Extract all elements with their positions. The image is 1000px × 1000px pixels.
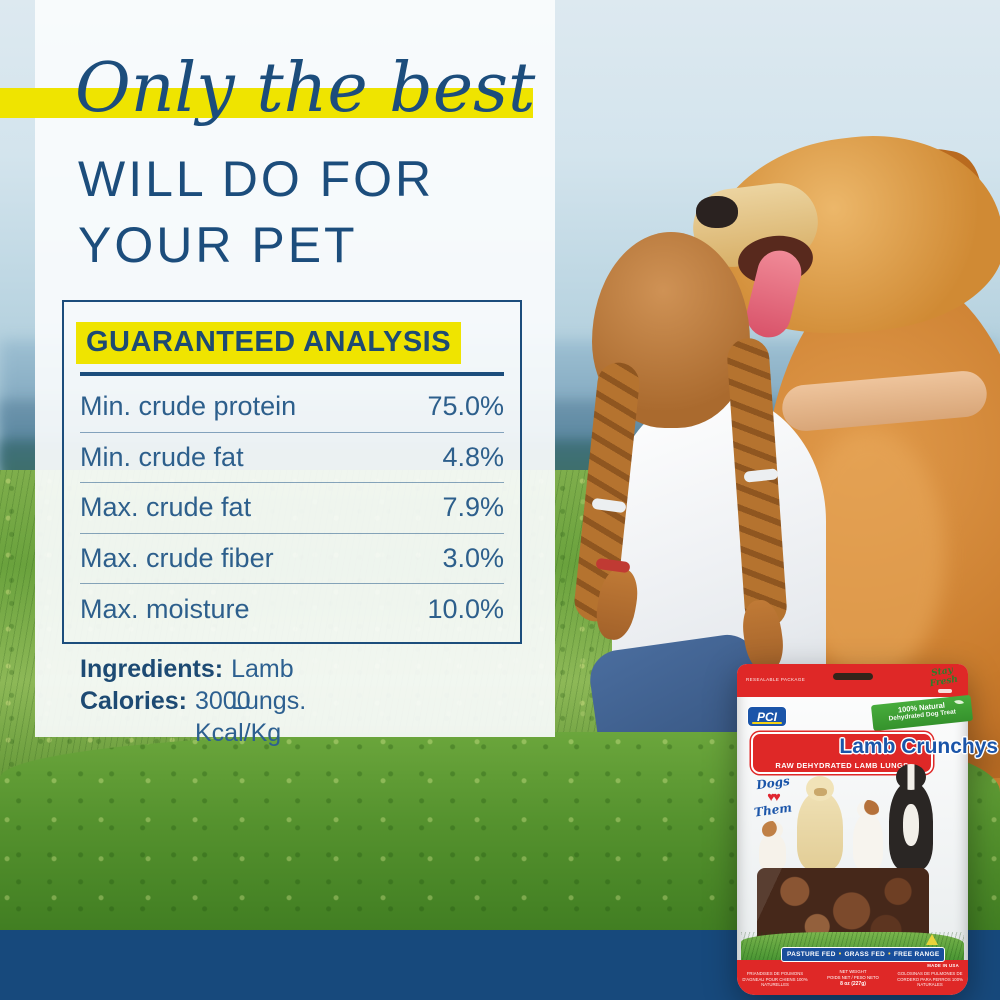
made-in-usa: MADE IN USA [927,963,959,968]
pasture-banner: PASTURE FED • GRASS FED • FREE RANGE [781,947,946,962]
net-weight: NET WEIGHT POIDS NET / PESO NETO 8 oz (2… [811,969,895,987]
net-weight-line: NET WEIGHT [839,969,867,974]
dog-head [896,764,926,790]
table-row: Min. crude protein 75.0% [80,382,504,433]
banner-item: PASTURE FED [787,951,836,958]
product-name-line: Lamb Crunchys ® [753,735,998,761]
dog-head [762,821,783,839]
dog-muzzle [814,788,827,796]
analysis-title-rule [80,372,504,376]
paw-separator-icon: • [838,951,842,958]
registered-mark: ® [839,743,845,750]
headline-script: Only the best [75,49,536,128]
bag-bottom-band: FRIANDISES DE POUMONS D'AGNEAU POUR CHIE… [737,960,968,995]
dog-head [857,800,879,819]
net-weight-value: 8 oz (227g) [840,980,866,987]
analysis-row-value: 7.9% [442,492,504,523]
banner-item: GRASS FED [844,951,886,958]
ingredients-block: Ingredients: Lamb Lungs. Calories: 3000 Kc… [80,653,306,747]
resealable-text: RESEALABLE PACKAGE [746,677,806,682]
dogs-love-them: Dogs ♥♥ Them [753,774,793,820]
analysis-row-value: 10.0% [427,593,504,624]
ingredients-label: Ingredients: [80,655,224,683]
headline-highlight-bar [0,88,533,118]
calories-line: Calories: 3000 Kcal/Kg [80,685,281,747]
table-row: Max. moisture 10.0% [80,584,504,634]
bag-dog-bernese [889,764,933,870]
analysis-row-value: 75.0% [427,391,504,422]
bag-dog-labrador [797,776,843,870]
banner-item: FREE RANGE [893,951,940,958]
table-row: Min. crude fat 4.8% [80,433,504,484]
analysis-row-label: Max. crude fat [80,492,252,523]
analysis-rows: Min. crude protein 75.0% Min. crude fat … [80,382,504,634]
guaranteed-analysis-table: GUARANTEED ANALYSIS Min. crude protein 7… [62,300,522,644]
net-weight-line: POIDS NET / PESO NETO [827,974,879,980]
bag-top-strip: RESEALABLE PACKAGE Stay Fresh [737,664,968,697]
paw-separator-icon: • [888,951,891,958]
headline-caps-line2: YOUR PET [78,217,358,273]
analysis-row-label: Min. crude fat [80,441,244,472]
product-name: Lamb Crunchys [839,735,999,758]
calories-value: 3000 Kcal/Kg [194,687,282,747]
fine-print-right: GOLOSINAS DE PULMONES DE CORDERO PARA PE… [897,971,963,988]
analysis-row-label: Max. crude fiber [80,543,274,574]
analysis-row-value: 3.0% [442,543,504,574]
analysis-title: GUARANTEED ANALYSIS [76,322,462,364]
product-subtitle: RAW DEHYDRATED LAMB LUNGS [775,761,909,770]
headline-caps: WILL DO FOR YOUR PET [78,146,434,278]
table-row: Max. crude fat 7.9% [80,483,504,534]
ingredients-line: Ingredients: Lamb Lungs. [80,653,306,715]
heart-icons: ♥♥ [767,789,780,804]
pci-logo-text: PCI [756,709,777,724]
analysis-row-value: 4.8% [442,441,504,472]
analysis-row-label: Min. crude protein [80,391,297,422]
dog-nose [696,196,738,228]
bag-dogs-photo [755,764,933,870]
ingredients-value: Lamb Lungs. [231,655,307,715]
stay-fresh-tag: Stay Fresh [925,664,962,690]
dog-chest [903,804,919,846]
calories-label: Calories: [80,687,187,715]
fine-print-left: FRIANDISES DE POUMONS D'AGNEAU POUR CHIE… [742,971,808,988]
headline-caps-line1: WILL DO FOR [78,151,435,207]
product-bag: RESEALABLE PACKAGE Stay Fresh PCI 100% N… [737,664,998,995]
product-title-box: Lamb Crunchys ® RAW DEHYDRATED LAMB LUNGS [751,732,998,774]
pci-swoosh [752,722,782,724]
analysis-row-label: Max. moisture [80,593,250,624]
info-panel [35,0,555,737]
table-row: Max. crude fiber 3.0% [80,534,504,585]
zipper-icon [938,689,952,693]
pci-logo: PCI [747,706,787,727]
bag-dog-puppy [759,821,786,870]
hang-hole [832,673,873,680]
yellow-triangle-badge [926,934,938,945]
bag-dog-terrier [853,800,883,870]
